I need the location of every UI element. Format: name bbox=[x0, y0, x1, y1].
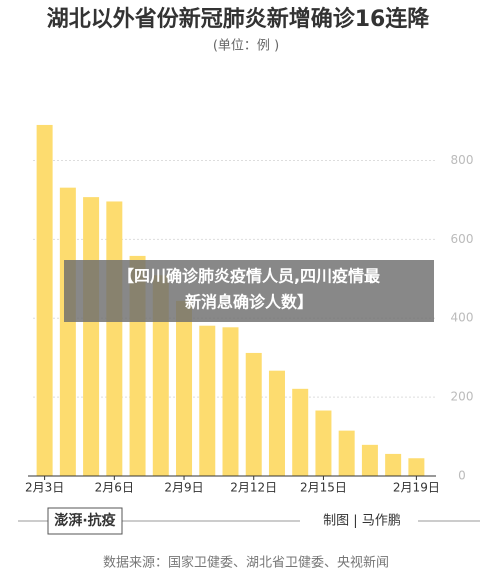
x-tick-label: 2月15日 bbox=[300, 481, 347, 495]
x-tick-label: 2月9日 bbox=[164, 481, 203, 495]
y-tick-label: 400 bbox=[451, 311, 474, 325]
logo: 澎湃·抗疫 bbox=[54, 512, 115, 529]
bar bbox=[338, 430, 355, 476]
y-tick-label: 800 bbox=[451, 153, 474, 167]
chart-subtitle: (单位：例 ) bbox=[213, 39, 279, 54]
chart-title: 湖北以外省份新冠肺炎新增确诊16连降 bbox=[47, 6, 431, 32]
banner-text: 新消息确诊人数】 bbox=[185, 293, 313, 312]
source: 数据来源：国家卫健委、湖北省卫健委、央视新闻 bbox=[103, 555, 389, 571]
logo-box bbox=[47, 507, 123, 535]
bar bbox=[315, 410, 332, 476]
x-tick-label: 2月3日 bbox=[25, 481, 64, 495]
bar bbox=[292, 388, 309, 476]
x-tick-label: 2月12日 bbox=[230, 481, 277, 495]
bar bbox=[385, 453, 402, 476]
credit: 制图 | 马作鹏 bbox=[323, 514, 401, 529]
bar bbox=[59, 187, 76, 476]
bar bbox=[222, 327, 239, 476]
bar bbox=[176, 300, 193, 476]
x-tick-label: 2月6日 bbox=[95, 481, 134, 495]
bar bbox=[83, 197, 100, 476]
bar bbox=[245, 352, 262, 476]
x-tick-label: 2月19日 bbox=[393, 481, 440, 495]
banner-text: 【四川确诊肺炎疫情人员,四川疫情最 bbox=[118, 267, 381, 286]
y-tick-label: 200 bbox=[451, 390, 474, 404]
bar bbox=[268, 370, 285, 476]
y-tick-label: 600 bbox=[451, 232, 474, 246]
bar bbox=[361, 444, 378, 476]
y-tick-label: 0 bbox=[458, 469, 466, 483]
banner-box bbox=[64, 260, 434, 322]
bar bbox=[36, 124, 53, 476]
bar bbox=[199, 325, 216, 476]
bar bbox=[408, 458, 425, 476]
bar bbox=[106, 201, 123, 476]
bar bbox=[152, 275, 169, 476]
